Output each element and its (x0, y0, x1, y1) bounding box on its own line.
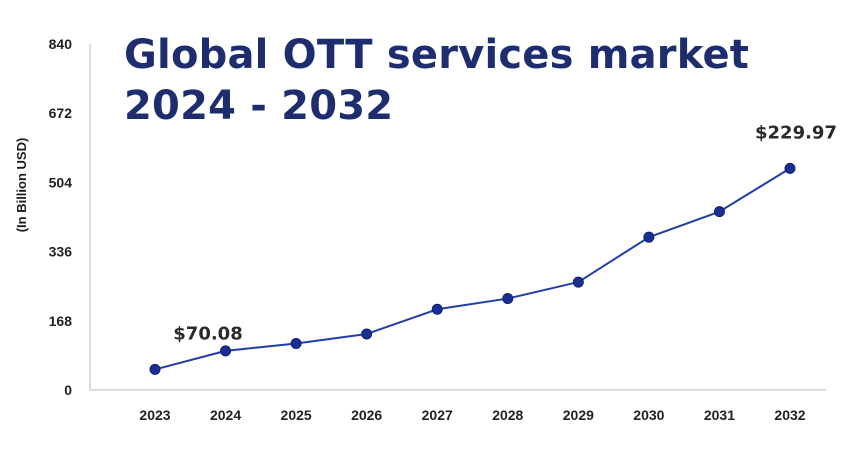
y-axis-ticks: 0 168 336 504 672 840 (49, 36, 73, 398)
y-tick-label: 168 (49, 313, 73, 329)
data-point (784, 162, 796, 174)
data-point (643, 231, 655, 243)
y-tick-label: 504 (49, 174, 73, 190)
x-tick-label: 2029 (563, 407, 594, 423)
x-tick-label: 2025 (281, 407, 312, 423)
y-tick-label: 0 (64, 382, 72, 398)
y-axis-label: (In Billion USD) (14, 138, 29, 233)
chart-title: Global OTT services market 2024 - 2032 (124, 30, 749, 132)
x-tick-label: 2028 (492, 407, 523, 423)
x-axis-ticks: 2023 2024 2025 2026 2027 2028 2029 2030 2031 2032 (139, 407, 805, 423)
y-tick-label: 840 (49, 36, 73, 52)
data-point (220, 345, 232, 357)
series-line (154, 167, 791, 371)
x-tick-label: 2031 (704, 407, 735, 423)
data-point (431, 303, 443, 315)
data-label: $229.97 (755, 122, 837, 143)
series (149, 162, 796, 375)
axes (89, 44, 826, 391)
chart-title-line-2: 2024 - 2032 (124, 83, 394, 129)
chart-title-line-1: Global OTT services market (124, 32, 750, 78)
y-tick-label: 336 (49, 244, 73, 260)
data-point (572, 276, 584, 288)
x-tick-label: 2030 (633, 407, 664, 423)
data-point (361, 328, 373, 340)
data-label: $70.08 (173, 323, 242, 344)
y-tick-label: 672 (49, 105, 73, 121)
x-tick-label: 2026 (351, 407, 382, 423)
data-labels: $70.08 $229.97 (173, 122, 837, 344)
data-point (502, 293, 514, 305)
x-tick-label: 2032 (774, 407, 805, 423)
x-tick-label: 2027 (422, 407, 453, 423)
x-tick-label: 2024 (210, 407, 241, 423)
data-point (290, 337, 302, 349)
data-point (713, 206, 725, 218)
x-tick-label: 2023 (139, 407, 170, 423)
data-point (149, 363, 161, 375)
